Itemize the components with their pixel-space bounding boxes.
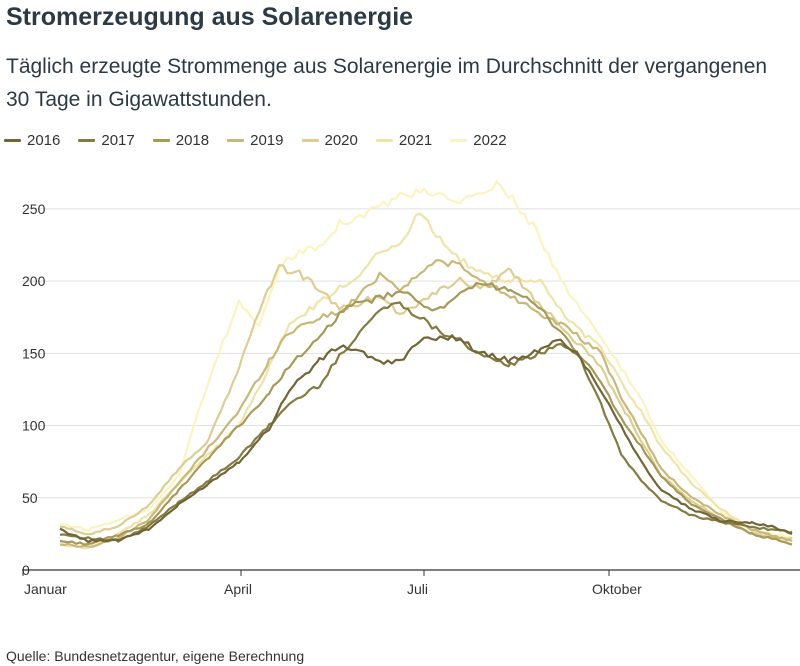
legend-swatch-2018 xyxy=(152,139,170,142)
y-tick-label-200: 200 xyxy=(22,273,46,289)
x-tick-label-April: April xyxy=(224,581,252,597)
series-line-2018 xyxy=(59,282,793,546)
legend-label-2022: 2022 xyxy=(473,132,507,149)
series-line-2016 xyxy=(59,334,793,544)
x-tick-label-Januar: Januar xyxy=(24,581,67,597)
legend-label-2021: 2021 xyxy=(398,132,433,149)
legend-swatch-2020 xyxy=(301,139,319,142)
legend: 2016 2017 2018 2019 2020 2021 2022 xyxy=(4,132,525,149)
legend-item-2021: 2021 xyxy=(375,132,433,149)
legend-item-2017: 2017 xyxy=(78,132,135,149)
legend-swatch-2019 xyxy=(227,139,245,142)
legend-label-2016: 2016 xyxy=(27,132,61,149)
legend-label-2019: 2019 xyxy=(250,132,284,149)
source-note: Quelle: Bundesnetzagentur, eigene Berech… xyxy=(6,648,305,664)
series-line-2017 xyxy=(59,301,793,543)
legend-item-2018: 2018 xyxy=(152,132,210,149)
legend-swatch-2022 xyxy=(450,139,468,142)
y-tick-label-250: 250 xyxy=(22,201,46,217)
legend-item-2020: 2020 xyxy=(301,132,358,149)
y-tick-label-50: 50 xyxy=(22,490,38,506)
y-tick-label-100: 100 xyxy=(22,418,46,434)
series-line-2022 xyxy=(59,180,793,540)
legend-label-2018: 2018 xyxy=(175,132,210,149)
chart-subtitle: Täglich erzeugte Strommenge aus Solarene… xyxy=(6,55,768,111)
x-tick-label-Juli: Juli xyxy=(407,581,428,597)
chart-title: Stromerzeugung aus Solarenergie xyxy=(6,3,414,31)
legend-swatch-2016 xyxy=(4,139,21,142)
series-line-2020 xyxy=(59,264,793,540)
legend-item-2016: 2016 xyxy=(4,132,60,149)
series-line-2019 xyxy=(59,259,793,548)
legend-swatch-2017 xyxy=(78,139,96,142)
legend-item-2019: 2019 xyxy=(227,132,284,149)
legend-item-2022: 2022 xyxy=(450,132,507,149)
legend-label-2020: 2020 xyxy=(324,132,358,149)
y-tick-label-150: 150 xyxy=(22,345,46,361)
x-tick-label-Oktober: Oktober xyxy=(592,581,642,597)
legend-swatch-2021 xyxy=(375,139,393,142)
legend-label-2017: 2017 xyxy=(101,132,135,149)
